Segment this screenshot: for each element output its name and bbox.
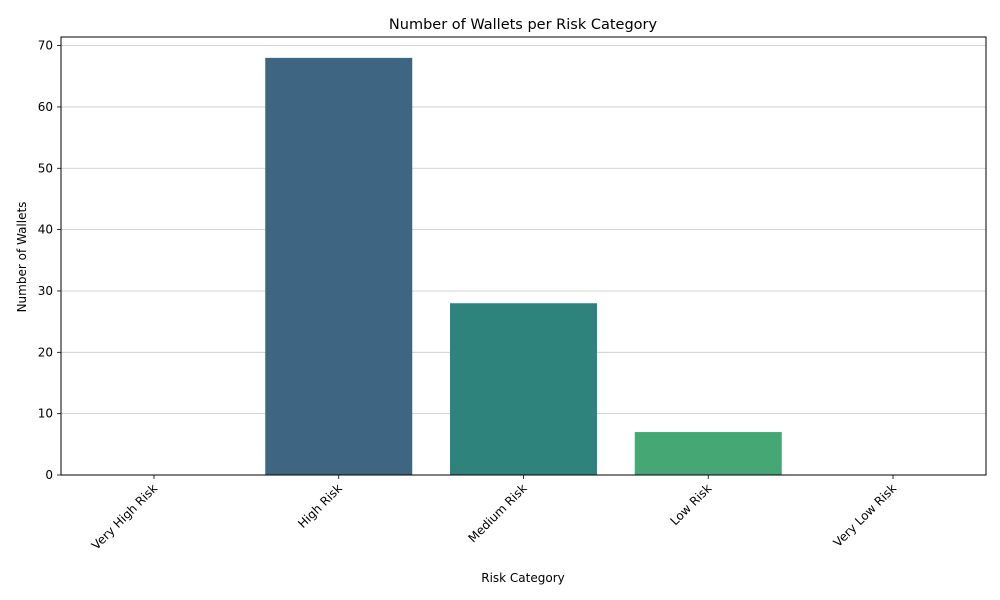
y-axis-label: Number of Wallets <box>15 202 29 313</box>
x-tick-label: High Risk <box>295 481 345 531</box>
y-tick-label: 70 <box>38 39 53 53</box>
y-axis-ticks: 0 10 20 30 40 50 60 70 <box>38 39 61 482</box>
bar-high-risk <box>265 57 413 475</box>
y-tick-label: 40 <box>38 223 53 237</box>
y-tick-label: 20 <box>38 345 53 359</box>
x-tick-label: Very High Risk <box>89 481 160 552</box>
y-tick-label: 0 <box>45 468 53 482</box>
chart-title: Number of Wallets per Risk Category <box>389 17 658 33</box>
y-tick-label: 60 <box>38 100 53 114</box>
y-tick-label: 30 <box>38 284 53 298</box>
bars <box>265 57 782 475</box>
x-axis-ticks: Very High Risk High Risk Medium Risk Low Ri… <box>89 475 899 552</box>
bar-medium-risk <box>450 303 597 475</box>
x-tick-label: Low Risk <box>667 481 714 528</box>
y-tick-label: 50 <box>38 161 53 175</box>
x-tick-label: Very Low Risk <box>831 481 900 550</box>
bar-low-risk <box>634 432 782 475</box>
x-axis-label: Risk Category <box>481 571 565 585</box>
x-tick-label: Medium Risk <box>466 481 530 545</box>
y-tick-label: 10 <box>38 407 53 421</box>
